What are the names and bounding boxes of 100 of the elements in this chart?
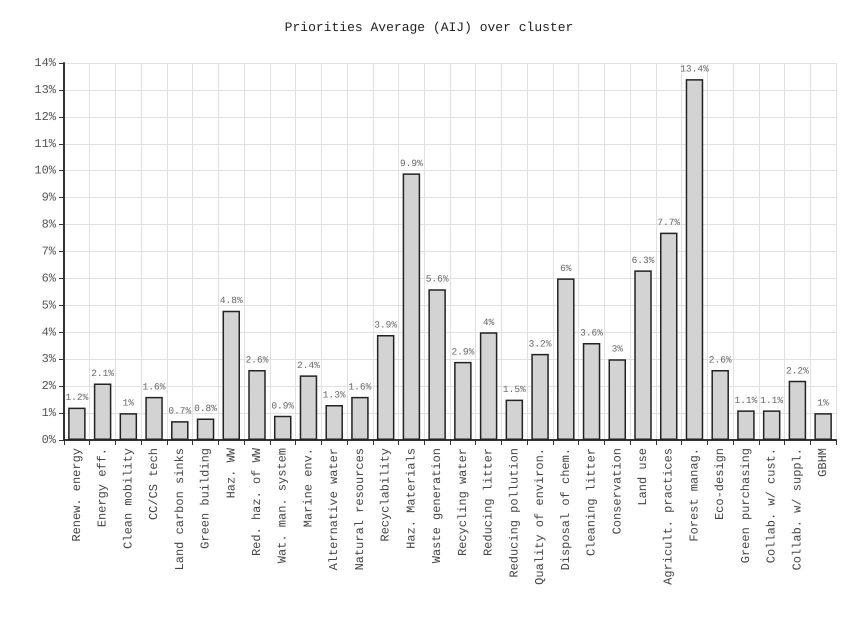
bar bbox=[68, 408, 86, 440]
y-tick-label: 4% bbox=[42, 325, 57, 340]
data-label: 0.8% bbox=[194, 402, 218, 414]
x-tick-label: Haz. WW bbox=[224, 447, 238, 498]
data-label: 3.9% bbox=[374, 319, 398, 330]
data-label: 6% bbox=[560, 262, 572, 274]
x-tick-label: Land use bbox=[636, 448, 650, 506]
bar bbox=[531, 354, 549, 440]
data-label: 3.2% bbox=[528, 338, 552, 350]
y-tick-label: 12% bbox=[34, 110, 57, 124]
bar bbox=[94, 383, 112, 440]
data-label: 3.6% bbox=[580, 328, 604, 339]
bar bbox=[120, 413, 138, 440]
bar bbox=[506, 400, 524, 440]
x-tick-label: Natural resources bbox=[352, 448, 367, 570]
x-tick-label: Haz. Materials bbox=[404, 448, 418, 549]
y-tick-label: 13% bbox=[34, 82, 57, 97]
x-tick-label: Collab. w/ suppl. bbox=[790, 448, 804, 570]
x-tick-label: Green purchasing bbox=[738, 448, 753, 564]
y-tick-label: 7% bbox=[42, 244, 57, 258]
x-tick-label: Green building bbox=[198, 448, 213, 549]
y-tick-label: 9% bbox=[42, 190, 57, 205]
x-tick-label: Reducing litter bbox=[482, 448, 496, 556]
x-tick-label: Collab. w/ cust. bbox=[764, 448, 779, 564]
data-label: 2.6% bbox=[246, 354, 269, 366]
bar bbox=[145, 396, 163, 440]
x-tick-label: Agricult. practices bbox=[662, 448, 676, 585]
data-label: 13.4% bbox=[680, 64, 710, 75]
data-label: 2.6% bbox=[708, 354, 732, 366]
bar bbox=[300, 375, 318, 440]
x-tick-label: Clean mobility bbox=[121, 448, 136, 549]
bar bbox=[428, 289, 446, 440]
data-label: 1.1% bbox=[734, 394, 758, 406]
x-tick-label: Quality of environ. bbox=[533, 448, 548, 585]
bar bbox=[248, 370, 266, 440]
data-label: 2.1% bbox=[91, 368, 114, 379]
x-tick-label: Renew. energy bbox=[70, 448, 84, 542]
data-label: 2.2% bbox=[786, 365, 810, 376]
x-tick-label: Land carbon sinks bbox=[172, 448, 187, 570]
data-label: 4% bbox=[482, 316, 495, 328]
data-label: 9.9% bbox=[400, 158, 424, 169]
bar bbox=[711, 370, 729, 440]
y-tick-label: 8% bbox=[42, 218, 57, 232]
data-label: 1.5% bbox=[502, 384, 526, 396]
bar bbox=[737, 410, 755, 440]
x-tick-label: Energy eff. bbox=[96, 448, 110, 528]
x-tick-label: Recycling water bbox=[456, 448, 470, 556]
bar bbox=[274, 416, 292, 440]
data-label: 2.9% bbox=[451, 346, 475, 358]
bar bbox=[634, 270, 652, 440]
bar bbox=[402, 173, 420, 440]
bar bbox=[814, 413, 832, 440]
data-label: 5.6% bbox=[426, 274, 449, 285]
data-label: 6.3% bbox=[632, 254, 655, 266]
data-label: 1.3% bbox=[322, 389, 346, 400]
data-label: 0.7% bbox=[168, 406, 192, 417]
data-label: 1% bbox=[122, 398, 134, 409]
x-tick-label: Wat. man. system bbox=[276, 448, 290, 564]
x-tick-label: Cleaning litter bbox=[584, 448, 599, 556]
data-label: 2.4% bbox=[297, 360, 320, 371]
x-tick-label: Forest manag. bbox=[687, 448, 702, 542]
bar bbox=[171, 421, 189, 440]
bar bbox=[608, 359, 626, 440]
bar bbox=[686, 79, 704, 440]
y-tick-label: 0% bbox=[42, 433, 57, 447]
x-tick-label: Disposal of chem. bbox=[558, 448, 573, 570]
y-tick-label: 14% bbox=[34, 56, 57, 70]
data-label: 0.9% bbox=[271, 400, 294, 412]
y-tick-label: 1% bbox=[42, 406, 57, 420]
bar bbox=[788, 380, 806, 440]
y-tick-label: 6% bbox=[42, 271, 57, 286]
y-tick-label: 2% bbox=[42, 379, 57, 394]
y-tick-label: 11% bbox=[34, 136, 57, 151]
data-label: 3% bbox=[612, 344, 624, 355]
x-tick-label: CC/CS tech bbox=[147, 448, 162, 520]
x-tick-label: Alternative water bbox=[327, 448, 342, 570]
y-tick-label: 3% bbox=[42, 352, 57, 366]
data-label: 4.8% bbox=[220, 295, 243, 306]
data-label: 1% bbox=[817, 398, 830, 409]
bar bbox=[480, 332, 498, 440]
bar bbox=[222, 310, 240, 440]
bar bbox=[196, 418, 214, 440]
chart-title: Priorities Average (AIJ) over cluster bbox=[284, 20, 574, 35]
x-tick-label: Reducing pollution bbox=[507, 448, 522, 578]
bar bbox=[454, 362, 472, 440]
bar bbox=[582, 343, 600, 440]
bar bbox=[376, 334, 394, 440]
x-tick-label: Marine env. bbox=[301, 448, 316, 528]
x-tick-label: Recyclability bbox=[378, 448, 393, 542]
x-tick-label: Red. haz. of WW bbox=[250, 447, 264, 556]
bar bbox=[762, 410, 780, 440]
y-tick-label: 5% bbox=[42, 298, 57, 312]
bar bbox=[557, 278, 575, 440]
data-label: 1.6% bbox=[142, 381, 166, 392]
data-label: 1.2% bbox=[65, 392, 89, 404]
bar bbox=[351, 396, 369, 440]
x-tick-label: Conservation bbox=[610, 448, 624, 534]
data-label: 1.6% bbox=[348, 381, 372, 392]
data-label: 7.7% bbox=[657, 217, 680, 228]
y-tick-label: 10% bbox=[34, 164, 57, 178]
